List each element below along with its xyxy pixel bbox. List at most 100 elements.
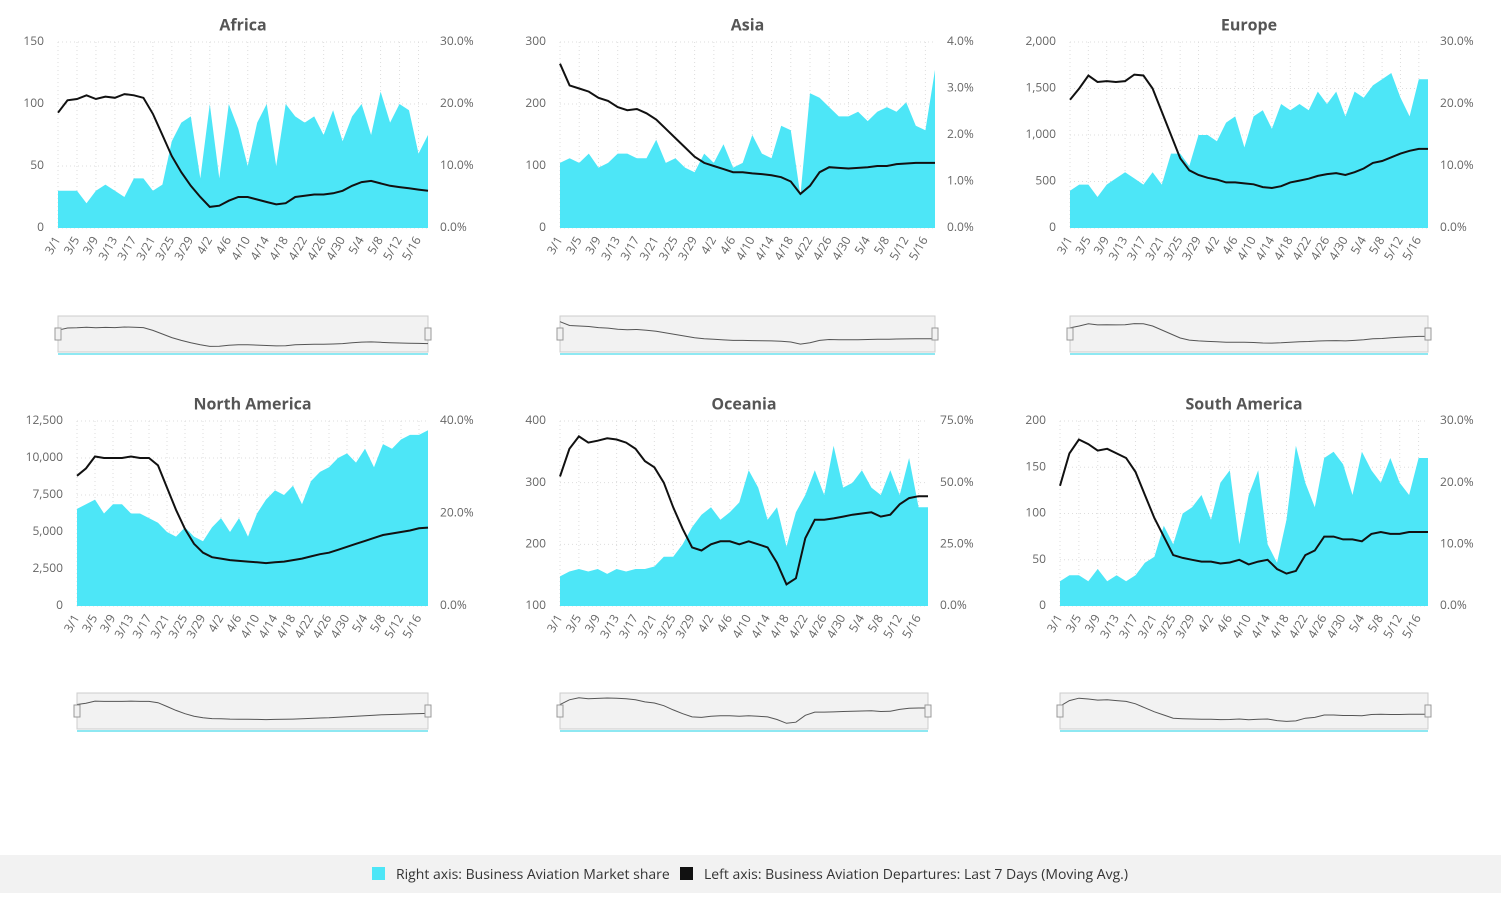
x-tick-label: 5/8 (363, 233, 387, 257)
navigator-handle[interactable] (424, 704, 432, 718)
y2-tick-label: 1.0% (947, 172, 974, 189)
chart-title: Oceania (711, 392, 776, 414)
legend-swatch[interactable] (680, 867, 693, 880)
x-tick-label: 4/2 (1193, 611, 1217, 635)
line (559, 63, 935, 196)
legend-swatch[interactable] (372, 867, 385, 880)
x-tick-label: 4/6 (1212, 611, 1236, 635)
y-tick-label: 200 (525, 94, 546, 111)
y-tick-label: 400 (525, 411, 546, 428)
x-tick-label: 5/4 (344, 233, 368, 257)
x-tick-label: 4/6 (211, 233, 235, 257)
x-tick-label: 5/4 (1344, 611, 1368, 635)
chart-title: Africa (219, 13, 266, 35)
navigator-handle[interactable] (424, 327, 432, 341)
x-tick-label: 3/5 (1071, 233, 1095, 257)
y2-tick-label: 20.0% (1440, 473, 1474, 490)
x-tick-label: 3/5 (1061, 611, 1085, 635)
navigator-handle[interactable] (73, 704, 81, 718)
y2-tick-label: 0.0% (440, 596, 467, 613)
y-tick-label: 50 (1032, 550, 1046, 567)
navigator-handle[interactable] (556, 327, 564, 341)
y-tick-label: 100 (525, 156, 546, 173)
y2-tick-label: 40.0% (440, 411, 474, 428)
x-tick-label: 5/16 (898, 611, 925, 641)
y-tick-label: 0 (1039, 596, 1046, 613)
y2-tick-label: 20.0% (1440, 94, 1474, 111)
area (77, 430, 428, 606)
x-tick-label: 3/1 (1042, 611, 1066, 635)
legend-label[interactable]: Right axis: Business Aviation Market sha… (396, 865, 670, 884)
x-tick-label: 4/2 (693, 611, 717, 635)
navigator-handle[interactable] (924, 704, 932, 718)
y2-tick-label: 50.0% (940, 473, 974, 490)
y-tick-label: 150 (1025, 457, 1046, 474)
y2-tick-label: 30.0% (1440, 32, 1474, 49)
y-tick-label: 100 (525, 596, 546, 613)
y-tick-label: 200 (525, 535, 546, 552)
y-tick-label: 0 (539, 218, 546, 235)
x-tick-label: 5/16 (1398, 233, 1425, 263)
navigator-handle[interactable] (931, 327, 939, 341)
x-tick-label: 3/9 (581, 233, 605, 257)
x-tick-label: 4/2 (203, 611, 227, 635)
x-tick-label: 5/8 (365, 611, 389, 635)
y2-tick-label: 20.0% (440, 94, 474, 111)
navigator-handle[interactable] (1056, 704, 1064, 718)
y2-tick-label: 0.0% (940, 596, 967, 613)
navigator-handle[interactable] (556, 704, 564, 718)
y-tick-label: 12,500 (26, 411, 64, 428)
line (57, 93, 429, 208)
y-tick-label: 200 (1025, 411, 1046, 428)
y-tick-label: 7,500 (32, 485, 63, 502)
y2-tick-label: 20.0% (440, 504, 474, 521)
x-tick-label: 3/9 (95, 611, 119, 635)
navigator-handle[interactable] (1424, 704, 1432, 718)
x-tick-label: 4/6 (716, 233, 740, 257)
chart-title: South America (1185, 392, 1302, 414)
y2-tick-label: 10.0% (440, 156, 474, 173)
navigator-line (1069, 323, 1428, 344)
y2-tick-label: 0.0% (440, 218, 467, 235)
y-tick-label: 500 (1035, 172, 1056, 189)
legend-bar (0, 855, 1501, 893)
chart-title: Europe (1221, 13, 1277, 35)
navigator-line (559, 321, 935, 345)
y2-tick-label: 4.0% (947, 32, 974, 49)
y-tick-label: 1,500 (1025, 79, 1056, 96)
y2-tick-label: 10.0% (1440, 535, 1474, 552)
navigator (57, 315, 429, 353)
navigator-handle[interactable] (54, 327, 62, 341)
x-tick-label: 5/4 (1346, 233, 1370, 257)
legend-label[interactable]: Left axis: Business Aviation Departures:… (704, 865, 1128, 884)
x-tick-label: 3/1 (1052, 233, 1076, 257)
x-tick-label: 5/8 (1365, 233, 1389, 257)
y2-tick-label: 25.0% (940, 535, 974, 552)
x-tick-label: 3/5 (561, 611, 585, 635)
x-tick-label: 3/9 (1089, 233, 1113, 257)
y-tick-label: 100 (1025, 504, 1046, 521)
y-tick-label: 50 (30, 156, 44, 173)
y-tick-label: 150 (23, 32, 44, 49)
x-tick-label: 3/5 (77, 611, 101, 635)
x-tick-label: 3/1 (59, 611, 83, 635)
x-tick-label: 3/1 (542, 611, 566, 635)
navigator-handle[interactable] (1066, 327, 1074, 341)
area (560, 69, 935, 229)
y-tick-label: 10,000 (26, 448, 64, 465)
area (1070, 73, 1428, 228)
x-tick-label: 5/4 (347, 611, 371, 635)
line (1069, 73, 1428, 190)
x-tick-label: 5/16 (1398, 611, 1425, 641)
navigator-line (1059, 697, 1428, 722)
x-tick-label: 4/2 (192, 233, 216, 257)
y2-tick-label: 0.0% (947, 218, 974, 235)
area (560, 445, 928, 606)
area (58, 91, 428, 228)
x-tick-label: 5/4 (844, 611, 868, 635)
navigator (1069, 315, 1429, 353)
chart-title: Asia (731, 13, 765, 35)
line (1059, 438, 1428, 575)
navigator-handle[interactable] (1424, 327, 1432, 341)
